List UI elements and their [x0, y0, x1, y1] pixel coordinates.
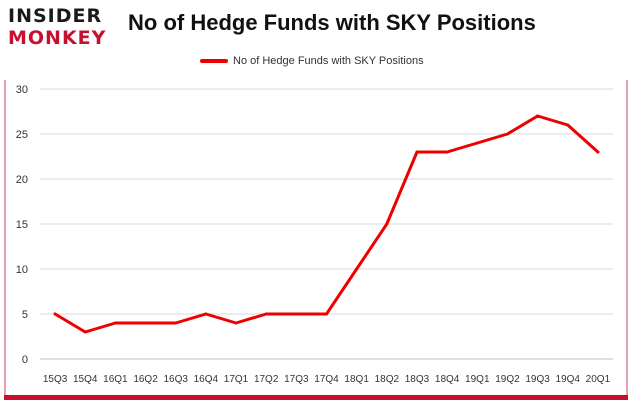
- x-tick-label: 17Q2: [254, 374, 279, 385]
- y-tick-label: 15: [16, 219, 28, 231]
- chart-legend: No of Hedge Funds with SKY Positions: [200, 52, 424, 70]
- logo-line-2: MONKEY: [8, 27, 107, 49]
- frame-right-border: [626, 80, 628, 398]
- data-point: [566, 123, 570, 127]
- data-point: [536, 114, 540, 118]
- data-point: [325, 312, 328, 316]
- y-tick-label: 0: [22, 354, 28, 366]
- legend-label: No of Hedge Funds with SKY Positions: [233, 55, 424, 67]
- x-tick-label: 15Q3: [43, 374, 68, 385]
- insider-monkey-logo: INSIDER MONKEY: [8, 6, 118, 50]
- x-tick-label: 19Q1: [465, 374, 490, 385]
- x-tick-label: 17Q1: [224, 374, 249, 385]
- x-tick-label: 18Q3: [405, 374, 430, 385]
- logo-line-1: INSIDER: [8, 5, 103, 27]
- frame-left-border: [4, 80, 6, 398]
- x-tick-label: 19Q3: [525, 374, 550, 385]
- x-tick-label: 20Q1: [586, 374, 611, 385]
- x-tick-label: 19Q2: [495, 374, 520, 385]
- x-tick-label: 16Q1: [103, 374, 128, 385]
- x-tick-label: 15Q4: [73, 374, 98, 385]
- legend-swatch: [200, 59, 228, 63]
- x-tick-label: 17Q3: [284, 374, 309, 385]
- data-point: [204, 312, 208, 316]
- data-point: [174, 321, 178, 325]
- chart-title: No of Hedge Funds with SKY Positions: [128, 10, 536, 35]
- data-point: [505, 132, 509, 136]
- x-tick-label: 17Q4: [314, 374, 339, 385]
- data-point: [475, 141, 479, 145]
- y-tick-label: 5: [22, 309, 28, 321]
- data-point: [294, 312, 298, 316]
- data-point: [385, 222, 389, 226]
- data-point: [234, 321, 238, 325]
- data-point: [264, 312, 268, 316]
- data-point: [596, 150, 600, 154]
- data-point: [144, 321, 148, 325]
- y-tick-label: 30: [16, 84, 28, 96]
- x-tick-label: 16Q4: [194, 374, 219, 385]
- x-tick-label: 19Q4: [556, 374, 581, 385]
- frame-bottom-border: [4, 395, 628, 400]
- x-tick-label: 18Q1: [344, 374, 369, 385]
- x-tick-label: 18Q2: [375, 374, 400, 385]
- data-point: [415, 150, 419, 154]
- y-tick-label: 25: [16, 129, 28, 141]
- data-point: [445, 150, 449, 154]
- x-tick-label: 16Q2: [133, 374, 158, 385]
- data-point: [83, 330, 87, 334]
- x-tick-label: 16Q3: [163, 374, 188, 385]
- y-tick-label: 10: [16, 264, 28, 276]
- data-point: [53, 312, 57, 316]
- y-tick-label: 20: [16, 174, 28, 186]
- data-point: [355, 267, 359, 271]
- data-point: [113, 321, 117, 325]
- x-tick-label: 18Q4: [435, 374, 460, 385]
